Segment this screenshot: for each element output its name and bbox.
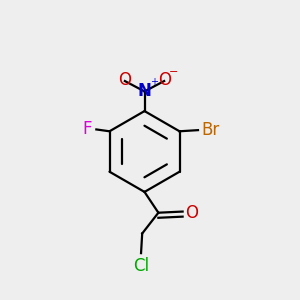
Text: −: − bbox=[169, 67, 178, 77]
Text: F: F bbox=[82, 120, 92, 138]
Text: Cl: Cl bbox=[133, 257, 149, 275]
Text: O: O bbox=[118, 71, 131, 89]
Text: O: O bbox=[185, 204, 198, 222]
Text: Br: Br bbox=[201, 121, 219, 139]
Text: N: N bbox=[138, 82, 152, 100]
Text: O: O bbox=[158, 71, 171, 89]
Text: +: + bbox=[150, 77, 158, 87]
